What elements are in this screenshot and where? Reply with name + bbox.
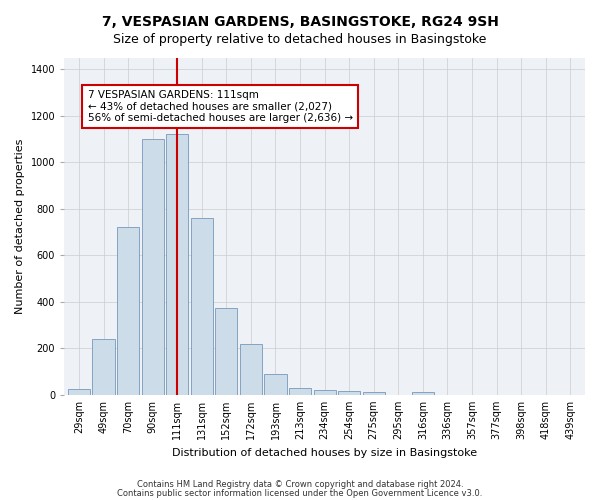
Text: 7, VESPASIAN GARDENS, BASINGSTOKE, RG24 9SH: 7, VESPASIAN GARDENS, BASINGSTOKE, RG24 … — [101, 15, 499, 29]
Text: 7 VESPASIAN GARDENS: 111sqm
← 43% of detached houses are smaller (2,027)
56% of : 7 VESPASIAN GARDENS: 111sqm ← 43% of det… — [88, 90, 353, 124]
Bar — [314, 390, 335, 395]
Bar — [215, 308, 238, 395]
Bar — [265, 374, 287, 395]
Text: Size of property relative to detached houses in Basingstoke: Size of property relative to detached ho… — [113, 32, 487, 46]
Bar — [166, 134, 188, 395]
Text: Contains HM Land Registry data © Crown copyright and database right 2024.: Contains HM Land Registry data © Crown c… — [137, 480, 463, 489]
Bar — [142, 139, 164, 395]
Bar — [289, 388, 311, 395]
X-axis label: Distribution of detached houses by size in Basingstoke: Distribution of detached houses by size … — [172, 448, 477, 458]
Bar — [92, 339, 115, 395]
Bar — [362, 392, 385, 395]
Bar — [338, 390, 360, 395]
Text: Contains public sector information licensed under the Open Government Licence v3: Contains public sector information licen… — [118, 489, 482, 498]
Bar — [240, 344, 262, 395]
Bar — [68, 389, 90, 395]
Bar — [412, 392, 434, 395]
Bar — [117, 228, 139, 395]
Bar — [191, 218, 213, 395]
Y-axis label: Number of detached properties: Number of detached properties — [15, 138, 25, 314]
